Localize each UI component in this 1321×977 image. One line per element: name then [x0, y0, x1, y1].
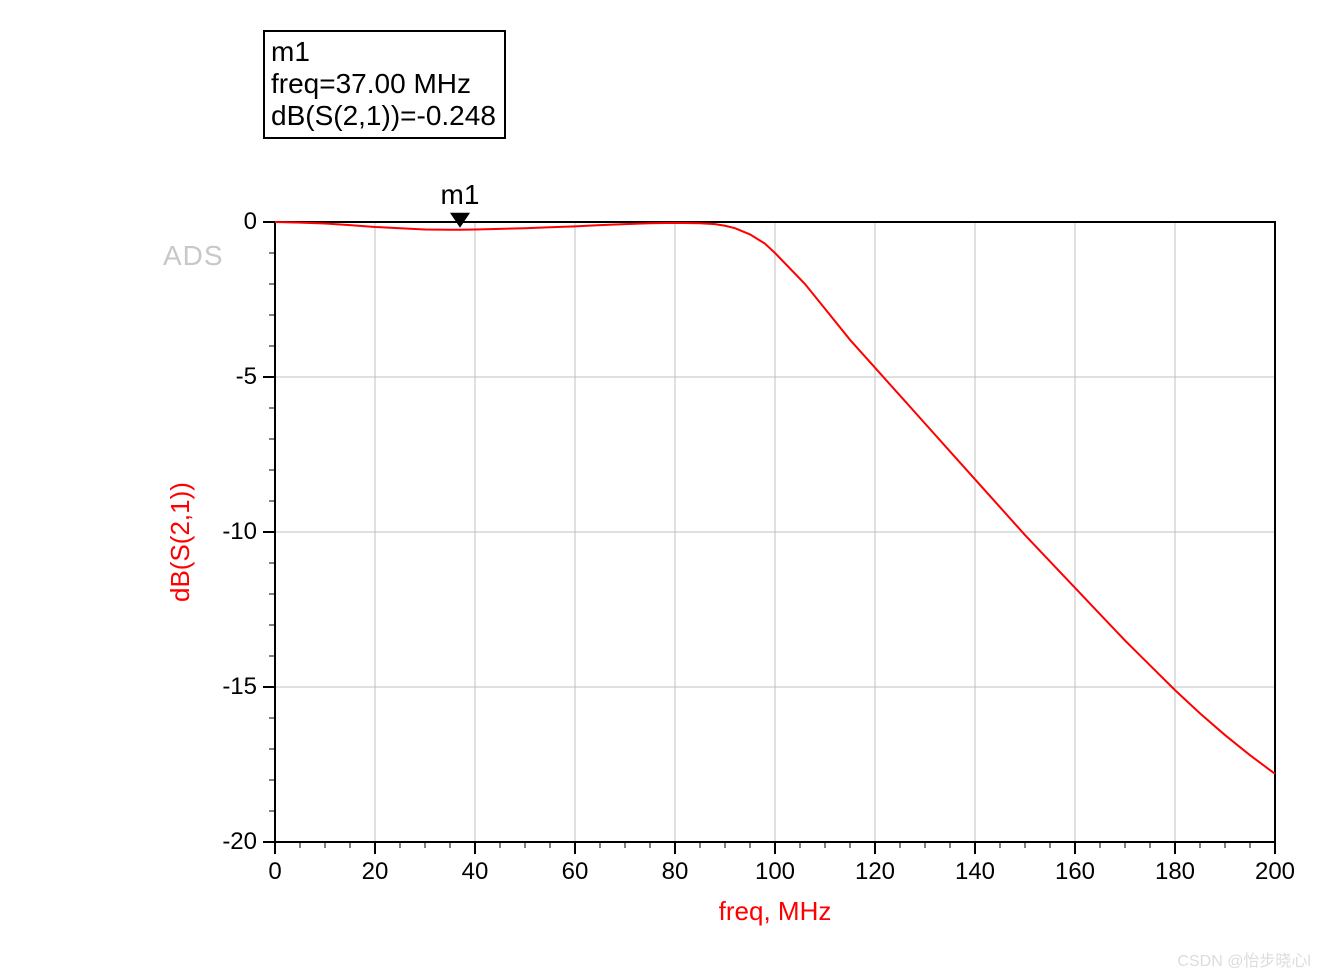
- x-tick-label: 120: [855, 858, 895, 886]
- marker-readout-box: m1 freq=37.00 MHz dB(S(2,1))=-0.248: [263, 30, 506, 139]
- y-tick-label: -5: [236, 363, 257, 391]
- marker-label: m1: [441, 179, 480, 211]
- x-tick-label: 180: [1155, 858, 1195, 886]
- y-tick-label: 0: [244, 208, 257, 236]
- marker-box-line1: m1: [271, 36, 496, 68]
- x-tick-label: 40: [462, 858, 489, 886]
- x-tick-label: 0: [268, 858, 281, 886]
- y-axis-label: dB(S(2,1)): [165, 482, 196, 602]
- plot-svg: [0, 0, 1321, 977]
- x-tick-label: 80: [662, 858, 689, 886]
- marker-box-line2: freq=37.00 MHz: [271, 68, 496, 100]
- y-tick-label: -15: [222, 673, 257, 701]
- ads-watermark: ADS: [163, 240, 224, 272]
- chart-container: m1 freq=37.00 MHz dB(S(2,1))=-0.248 ADS …: [0, 0, 1321, 977]
- csdn-watermark: CSDN @怡步晓心l: [1177, 947, 1311, 971]
- x-tick-label: 200: [1255, 858, 1295, 886]
- y-tick-label: -10: [222, 518, 257, 546]
- marker-box-line3: dB(S(2,1))=-0.248: [271, 100, 496, 132]
- x-tick-label: 100: [755, 858, 795, 886]
- y-tick-label: -20: [222, 828, 257, 856]
- x-tick-label: 160: [1055, 858, 1095, 886]
- x-tick-label: 60: [562, 858, 589, 886]
- x-tick-label: 20: [362, 858, 389, 886]
- x-tick-label: 140: [955, 858, 995, 886]
- x-axis-label: freq, MHz: [719, 896, 832, 927]
